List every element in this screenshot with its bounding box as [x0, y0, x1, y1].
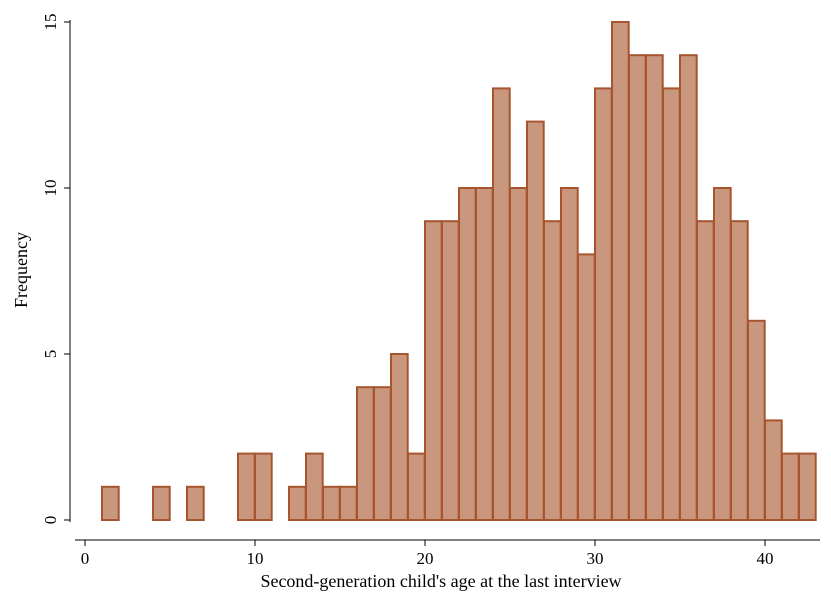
- histogram-bar: [645, 54, 664, 521]
- histogram-bar: [458, 187, 477, 521]
- y-axis-title: Frequency: [11, 232, 31, 308]
- histogram-bar: [628, 54, 647, 521]
- histogram-bar: [407, 452, 426, 522]
- histogram-bar: [373, 386, 392, 522]
- histogram-bar: [509, 187, 528, 521]
- histogram-bar: [526, 120, 545, 521]
- x-tick-label: 20: [417, 549, 434, 568]
- histogram-bar: [305, 452, 324, 522]
- histogram-bar: [713, 187, 732, 521]
- histogram-bar: [764, 419, 783, 521]
- histogram-bar: [577, 253, 596, 521]
- histogram-bar: [696, 220, 715, 521]
- histogram-bar: [356, 386, 375, 522]
- histogram-bar: [424, 220, 443, 521]
- histogram-bar: [152, 485, 171, 521]
- x-tick-label: 30: [587, 549, 604, 568]
- histogram-bar: [730, 220, 749, 521]
- histogram-bar: [747, 319, 766, 521]
- histogram-bar: [254, 452, 273, 522]
- x-axis-title: Second-generation child's age at the las…: [260, 571, 621, 591]
- y-tick-label: 15: [41, 14, 60, 31]
- labels-group: 0 10 20 30 40 0 5 10 15: [41, 14, 774, 569]
- axes-group: [64, 20, 820, 546]
- histogram-bar: [390, 353, 409, 521]
- histogram-bar: [339, 485, 358, 521]
- histogram-bar: [101, 485, 120, 521]
- histogram-bar: [798, 452, 817, 522]
- histogram-bar: [322, 485, 341, 521]
- histogram-bar: [679, 54, 698, 521]
- histogram-bar: [492, 87, 511, 522]
- histogram-bar: [543, 220, 562, 521]
- histogram-bar: [560, 187, 579, 521]
- histogram-bar: [781, 452, 800, 522]
- x-tick-label: 10: [247, 549, 264, 568]
- x-tick-label: 40: [757, 549, 774, 568]
- histogram-bar: [475, 187, 494, 521]
- histogram-bar: [237, 452, 256, 522]
- histogram-bar: [594, 87, 613, 522]
- histogram-bar: [441, 220, 460, 521]
- histogram-bar: [186, 485, 205, 521]
- histogram-bar: [611, 21, 630, 521]
- histogram-bar: [662, 87, 681, 522]
- histogram-bar: [288, 485, 307, 521]
- y-tick-label: 0: [41, 516, 60, 525]
- x-tick-label: 0: [81, 549, 90, 568]
- y-tick-label: 5: [41, 350, 60, 359]
- y-tick-label: 10: [41, 180, 60, 197]
- bars-group: [101, 21, 817, 522]
